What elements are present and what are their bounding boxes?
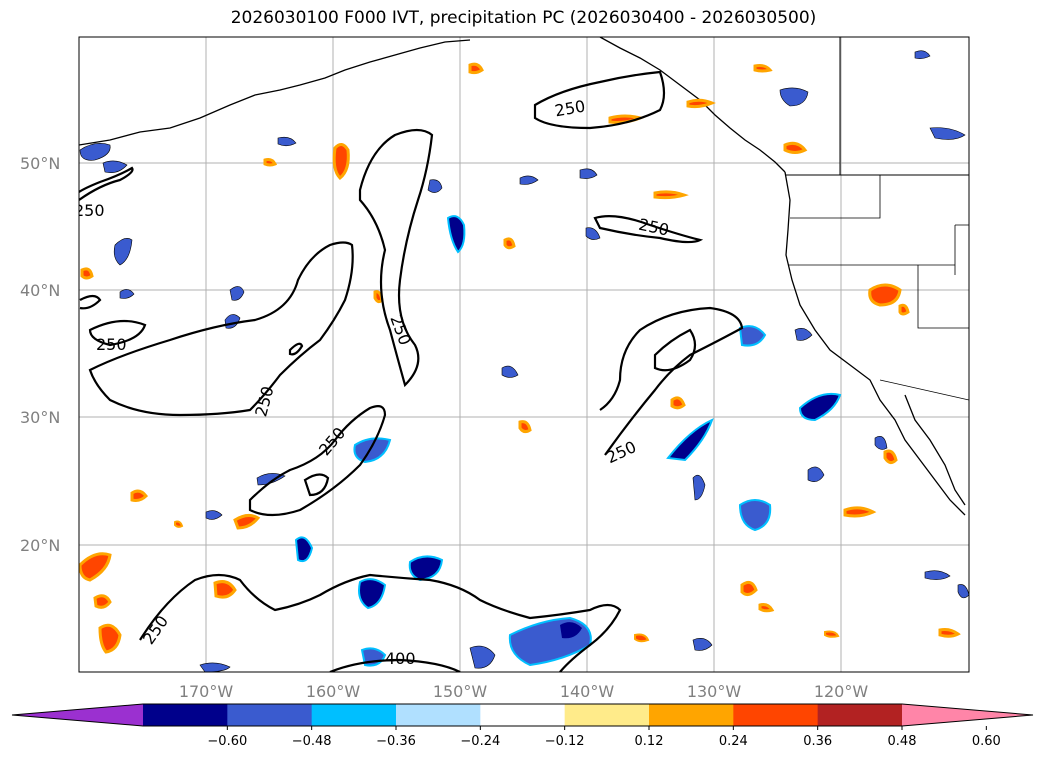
contour-250-small-w [79, 294, 102, 310]
contour-250-south-inner [303, 473, 330, 497]
coast-baja [904, 394, 966, 506]
contour-250-blob [288, 342, 304, 356]
lat-label: 20°N [20, 536, 60, 555]
colorbar-tick-label: 0.36 [803, 734, 832, 749]
contour-250-nw [79, 166, 134, 201]
map-area[interactable] [79, 37, 969, 672]
lon-label: 120°W [814, 682, 869, 701]
lat-label: 50°N [20, 154, 60, 173]
colorbar-outline [11, 703, 1034, 727]
colorbar-tick-label: 0.12 [635, 734, 664, 749]
contour-label: 400 [385, 649, 416, 668]
latitude-labels: 50°N 40°N 30°N 20°N [20, 154, 60, 555]
lon-label: 130°W [687, 682, 742, 701]
colorbar-extend-min [12, 704, 143, 726]
contour-250-south [248, 405, 387, 517]
lat-label: 40°N [20, 281, 60, 300]
colorbar-segment [649, 704, 734, 726]
colorbar-segment [733, 704, 819, 726]
colorbar-tick-label: 0.60 [972, 734, 1001, 749]
coast-bc [599, 37, 786, 173]
contour-400 [329, 658, 461, 672]
contour-250-ne [533, 70, 666, 130]
colorbar-segment [564, 704, 650, 726]
lon-label: 140°W [560, 682, 615, 701]
colorbar-segment [817, 704, 903, 726]
lon-label: 160°W [306, 682, 361, 701]
contour-250-mid-e [593, 215, 704, 244]
border-nv-az [917, 265, 969, 329]
precip-pc-fills [79, 50, 969, 672]
colorbar-tick-label: −0.36 [376, 734, 416, 749]
coast-alaska [79, 39, 471, 146]
contour-label: 250 [96, 335, 127, 354]
coast-us-west [784, 171, 966, 516]
border-or-wa [790, 175, 881, 219]
map-title: 2026030100 F000 IVT, precipitation PC (2… [230, 8, 817, 28]
negative-precip-areas [79, 50, 969, 672]
contour-label: 250 [74, 201, 105, 220]
lon-label: 150°W [433, 682, 488, 701]
graticule [79, 37, 969, 672]
contour-250-central-north [358, 128, 434, 388]
longitude-labels: 170°W 160°W 150°W 140°W 130°W 120°W [179, 682, 869, 701]
colorbar-tick-label: 0.24 [719, 734, 748, 749]
colorbar-segment [480, 704, 566, 726]
contour-250-far-south [139, 573, 622, 672]
colorbar-tick-label: 0.48 [888, 734, 917, 749]
map-frame [78, 36, 970, 673]
colorbar-segment [227, 704, 313, 726]
contour-250-east [599, 306, 744, 456]
ivt-contours [79, 70, 744, 672]
colorbar-segment [396, 704, 481, 726]
colorbar-segment [143, 704, 228, 726]
colorbar-extend-max [902, 704, 1033, 726]
colorbar-tick-label: −0.60 [207, 734, 247, 749]
coastlines [79, 37, 969, 516]
lat-label: 30°N [20, 408, 60, 427]
lon-label: 170°W [179, 682, 234, 701]
colorbar-tick-label: −0.48 [292, 734, 332, 749]
border-east [954, 224, 969, 275]
positive-precip-areas [79, 62, 961, 654]
contour-250-small-w2 [88, 319, 147, 347]
border-us-mexico [879, 379, 969, 401]
contour-250-west [88, 241, 354, 417]
colorbar-tick-label: −0.24 [460, 734, 500, 749]
colorbar-segment [311, 704, 397, 726]
contour-250-east-inner [653, 328, 697, 372]
colorbar-tick-label: −0.12 [545, 734, 585, 749]
colorbar: −0.60 −0.48 −0.36 −0.24 −0.12 0.12 0.24 0.36 0.4… [11, 703, 1034, 749]
